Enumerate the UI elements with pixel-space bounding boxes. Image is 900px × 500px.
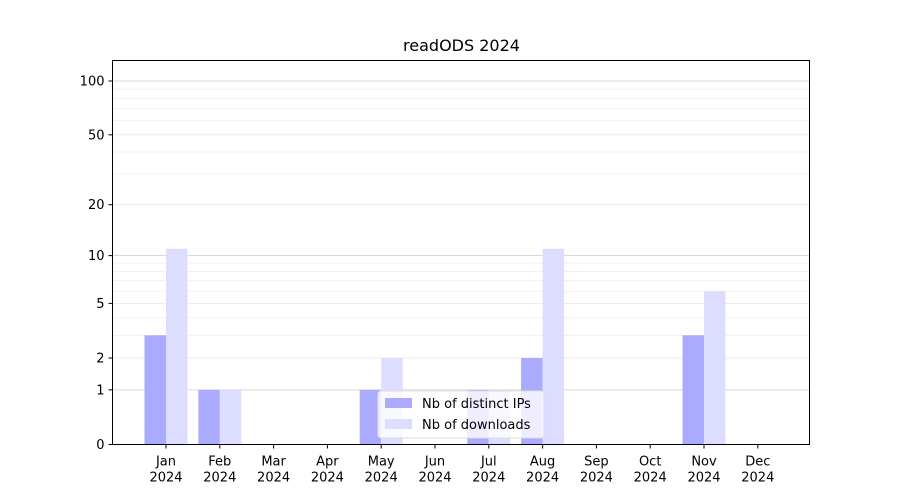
x-tick-label-year: 2024 [203, 471, 236, 486]
y-axis: 0 1 2 5 10 20 50 100 [80, 74, 113, 453]
x-tick-label-month: Jan [155, 455, 176, 470]
x-tick-label-month: Apr [316, 455, 339, 470]
x-tick-label-month: Oct [639, 455, 661, 470]
x-tick-label-year: 2024 [526, 471, 559, 486]
x-tick-label-year: 2024 [365, 471, 398, 486]
x-tick-label-month: Nov [691, 455, 717, 470]
x-tick-label-year: 2024 [741, 471, 774, 486]
legend: Nb of distinct IPs Nb of downloads [377, 390, 545, 439]
x-tick-label-month: Dec [745, 455, 770, 470]
x-tick-label-year: 2024 [257, 471, 290, 486]
x-tick-label-year: 2024 [687, 471, 720, 486]
y-tick-label: 50 [88, 128, 105, 143]
x-axis: Jan2024Feb2024Mar2024Apr2024May2024Jun20… [149, 444, 774, 486]
bar-ips [682, 335, 704, 445]
legend-swatch [385, 419, 412, 429]
x-tick-label-year: 2024 [418, 471, 451, 486]
bar-downloads [542, 248, 565, 445]
x-tick-label-month: Mar [261, 455, 286, 470]
y-tick-label: 20 [88, 198, 105, 213]
bar-downloads [704, 291, 726, 445]
bar-ips [359, 389, 382, 445]
x-tick-label-month: Sep [584, 455, 609, 470]
x-tick-label-year: 2024 [311, 471, 344, 486]
legend-label: Nb of distinct IPs [422, 397, 531, 412]
y-tick-label: 0 [96, 438, 104, 453]
y-tick-label: 2 [96, 351, 104, 366]
x-tick-label-month: Jul [480, 455, 497, 470]
x-tick-label-year: 2024 [149, 471, 182, 486]
x-tick-label-month: May [368, 455, 395, 470]
x-tick-label-year: 2024 [472, 471, 505, 486]
y-tick-label: 100 [80, 74, 105, 89]
bar-downloads [219, 389, 242, 445]
bar-ips [144, 335, 166, 445]
legend-label: Nb of downloads [422, 418, 531, 433]
legend-box [377, 390, 545, 439]
chart-title: readODS 2024 [403, 36, 520, 55]
x-tick-label-year: 2024 [634, 471, 667, 486]
plot-frame [112, 60, 810, 445]
bar-ips [198, 389, 220, 445]
x-tick-label-month: Feb [208, 455, 231, 470]
x-tick-label-month: Aug [530, 455, 555, 470]
y-tick-label: 1 [96, 383, 104, 398]
bar-downloads [166, 248, 188, 445]
y-tick-label: 10 [88, 249, 105, 264]
legend-swatch [385, 398, 412, 408]
x-tick-label-year: 2024 [580, 471, 613, 486]
x-tick-label-month: Jun [424, 455, 445, 470]
y-tick-label: 5 [96, 297, 104, 312]
